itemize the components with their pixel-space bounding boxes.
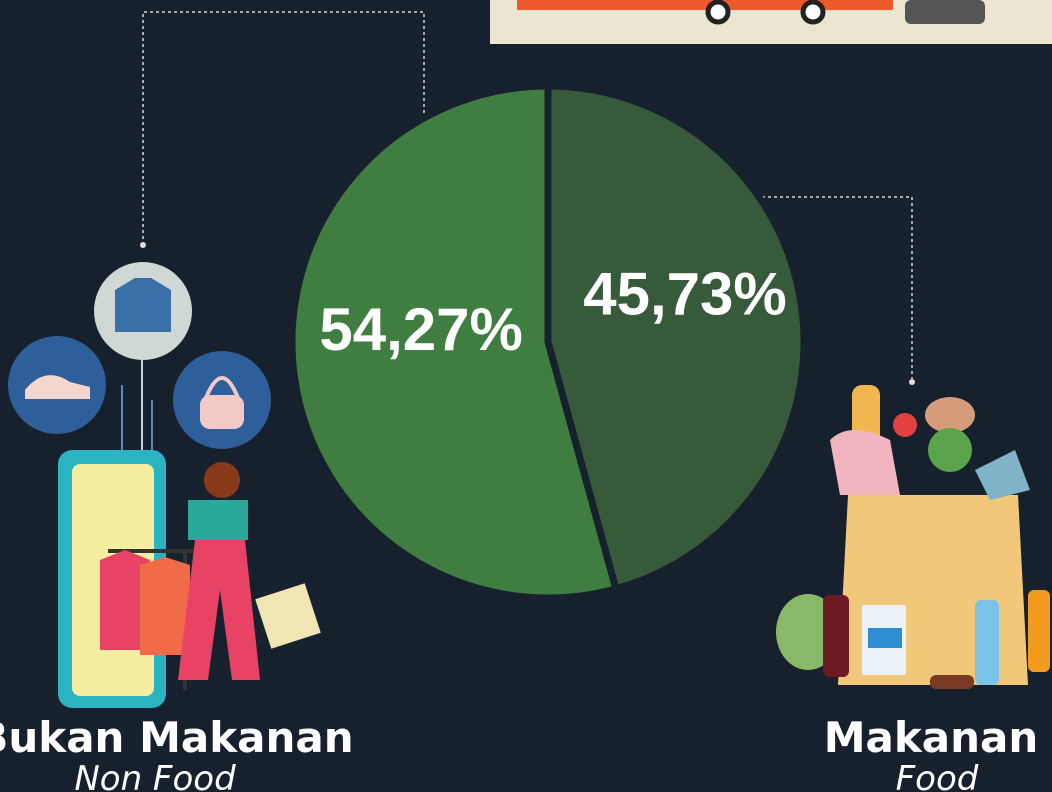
value-label: 45,73% xyxy=(583,260,787,327)
food-illustration xyxy=(776,385,1050,689)
leader-dot xyxy=(140,242,146,248)
category-sublabel: Non Food xyxy=(74,759,236,792)
category-label: Bukan Makanan xyxy=(0,713,354,762)
leader-dot xyxy=(909,379,915,385)
pie-slice xyxy=(288,82,620,602)
top-panel xyxy=(490,0,1052,44)
pie: 45,73% 54,27% xyxy=(288,82,808,602)
category-sublabel: Food xyxy=(896,759,979,792)
non-food-illustration xyxy=(8,262,321,708)
pie-slice xyxy=(544,82,808,593)
value-label: 54,27% xyxy=(319,296,523,363)
category-label: Makanan xyxy=(824,713,1039,762)
